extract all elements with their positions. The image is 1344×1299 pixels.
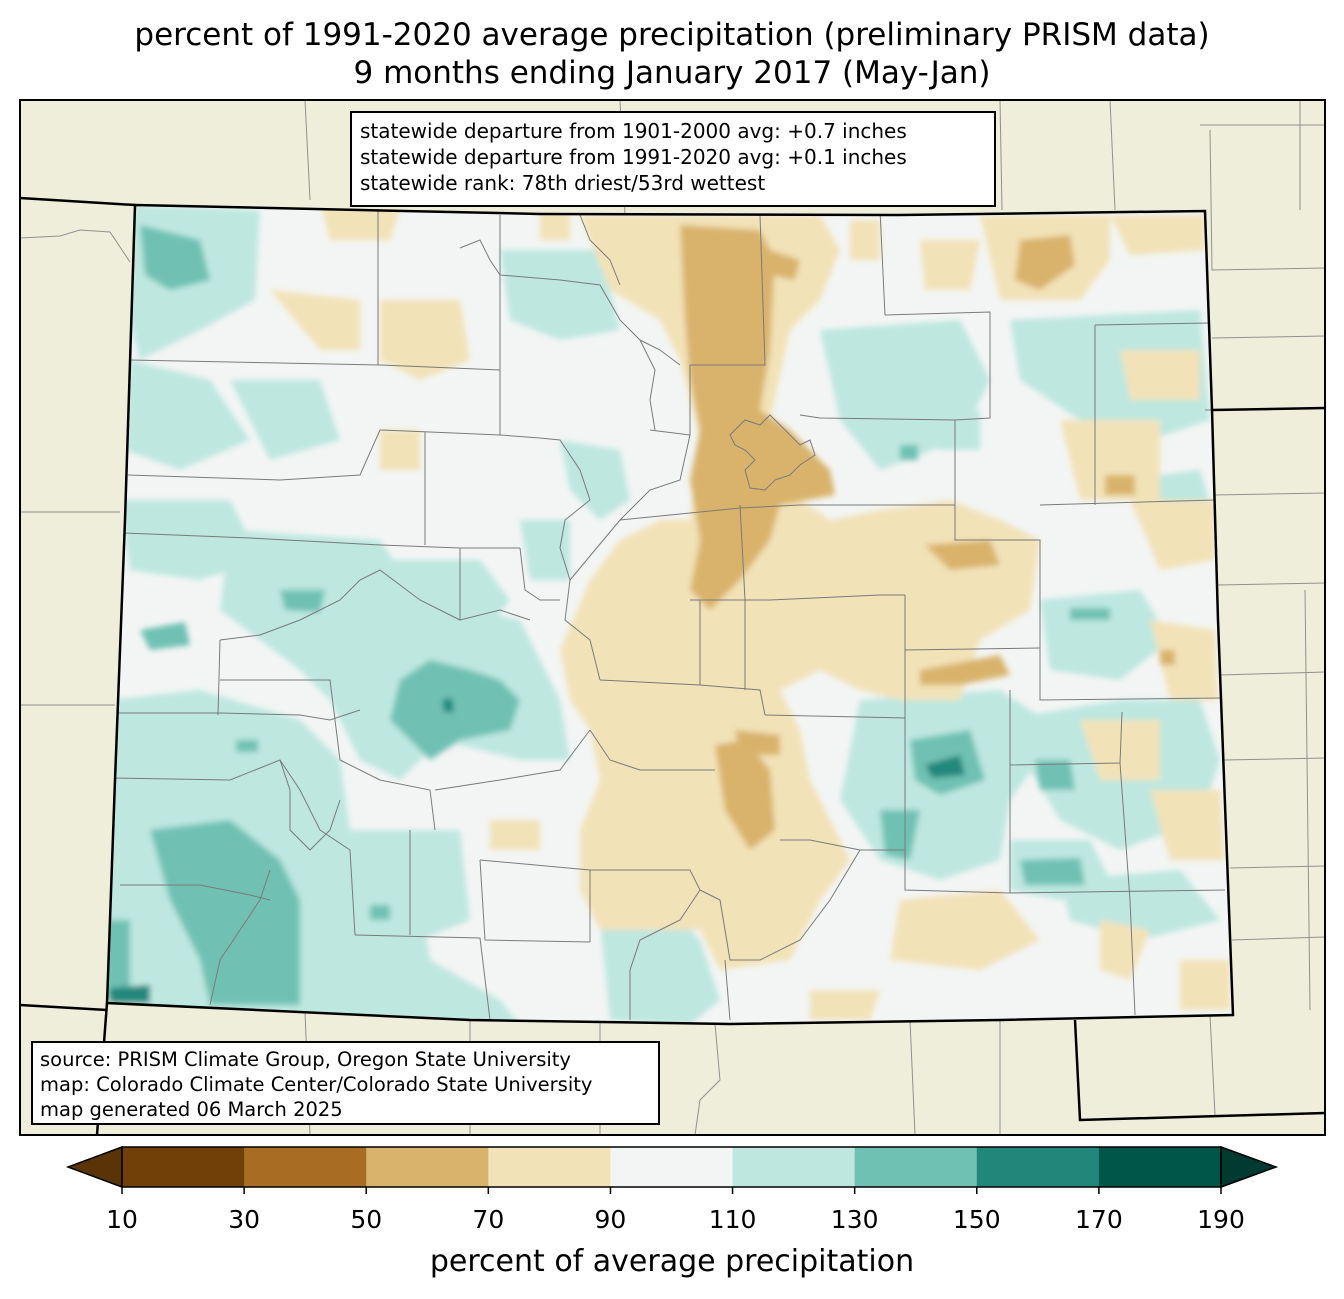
- colorbar-label: percent of average precipitation: [429, 1244, 915, 1279]
- source-line-1: source: PRISM Climate Group, Oregon Stat…: [40, 1048, 571, 1071]
- dry-70-90-areas: [270, 205, 1230, 1020]
- colorbar-tick-label: 130: [830, 1205, 879, 1234]
- source-box: source: PRISM Climate Group, Oregon Stat…: [31, 1041, 660, 1125]
- source-line-3: map generated 06 March 2025: [40, 1098, 343, 1121]
- colorbar-tick-label: 70: [472, 1205, 505, 1234]
- county-lines: [111, 209, 1226, 1021]
- stats-line-3: statewide rank: 78th driest/53rd wettest: [360, 171, 766, 195]
- colorado-state-border: [105, 203, 1235, 1026]
- colorbar-tick-label: 110: [708, 1205, 757, 1234]
- source-line-2: map: Colorado Climate Center/Colorado St…: [40, 1073, 593, 1096]
- map-frame-border: [19, 99, 1326, 1136]
- map-title-line1: percent of 1991-2020 average precipitati…: [134, 17, 1210, 53]
- colorbar-tick-label: 170: [1075, 1205, 1123, 1234]
- colorbar-tick-label: 90: [594, 1205, 627, 1234]
- colorado-precip-field: [107, 205, 1233, 1024]
- map-title-line2: 9 months ending January 2017 (May-Jan): [353, 55, 991, 91]
- denver-metro-lines: [729, 414, 816, 491]
- stats-line-2: statewide departure from 1991-2020 avg: …: [360, 145, 907, 169]
- colorbar-tick-label: 150: [952, 1205, 1001, 1234]
- colorbar-tick-label: 30: [228, 1205, 261, 1234]
- wet-150-170-areas: [110, 698, 965, 1003]
- dry-50-70-areas: [680, 225, 1175, 850]
- map-area: [20, 100, 1325, 1135]
- colorbar-tick-label: 10: [106, 1205, 138, 1234]
- stats-line-1: statewide departure from 1901-2000 avg: …: [360, 119, 907, 143]
- colorbar-tick-label: 190: [1197, 1205, 1245, 1234]
- colorbar-tick-label: 50: [350, 1205, 383, 1234]
- statewide-stats-box: statewide departure from 1901-2000 avg: …: [350, 111, 996, 207]
